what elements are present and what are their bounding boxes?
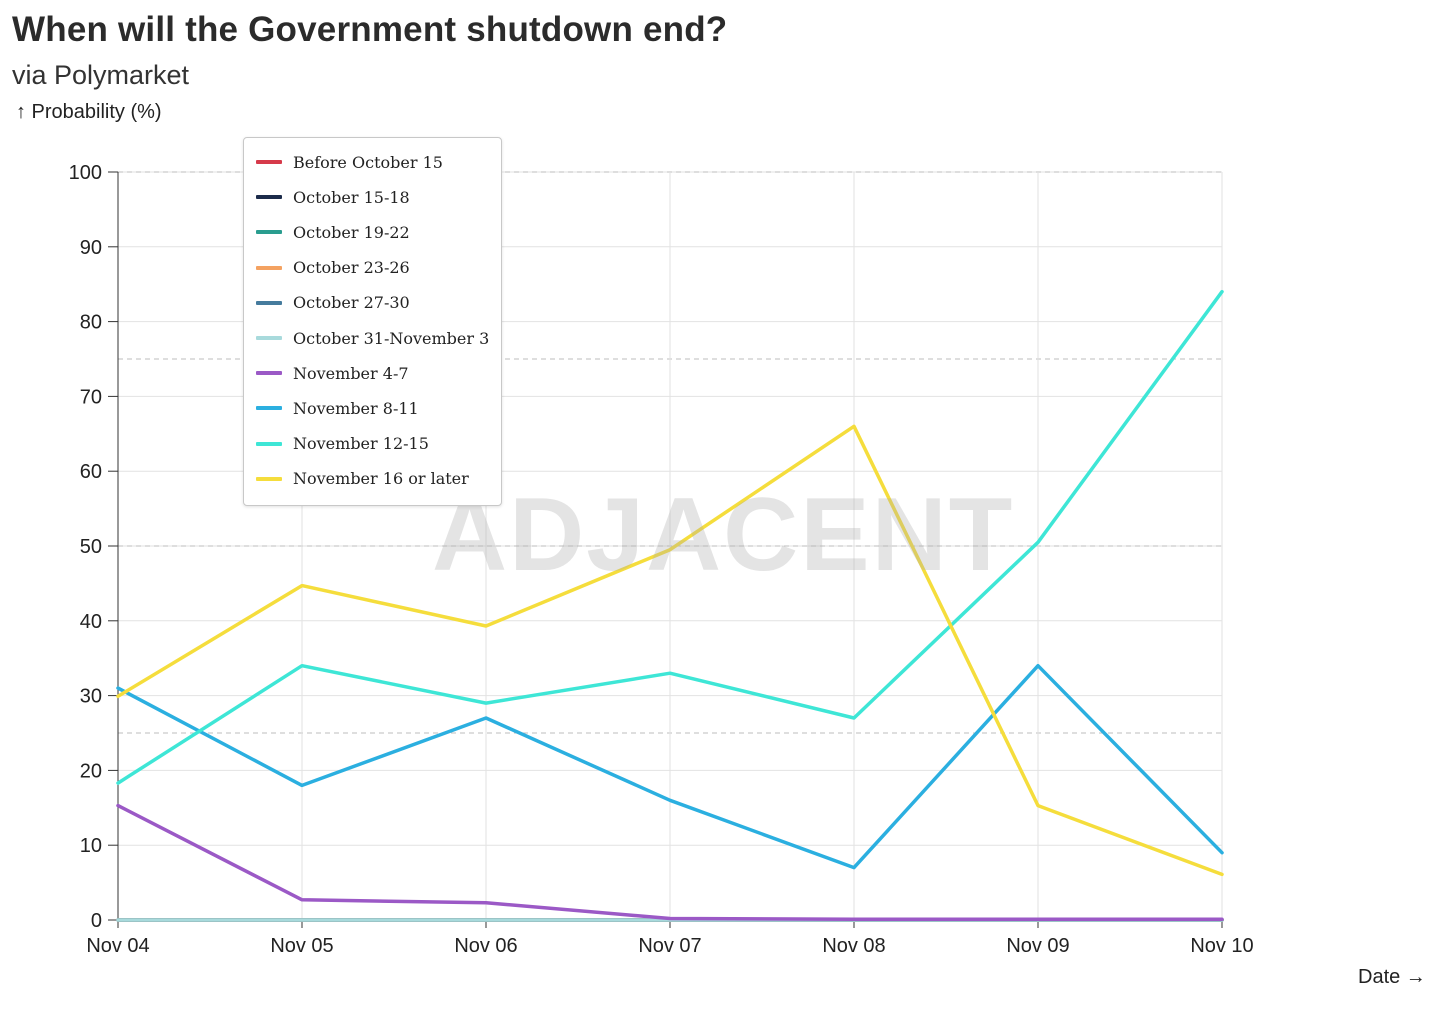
- series-line-november-8-11: [116, 663, 1224, 870]
- x-tick-label: Nov 05: [270, 935, 333, 957]
- series-line-november-16-or-later: [116, 424, 1224, 877]
- y-tick-label: 30: [80, 686, 102, 708]
- legend-label: November 16 or later: [293, 469, 469, 489]
- series-line-november-12-15: [116, 289, 1224, 785]
- y-tick-label: 80: [80, 312, 102, 334]
- y-axis-label: ↑ Probability (%): [16, 101, 162, 123]
- y-tick-label: 50: [80, 536, 102, 558]
- chart-subtitle: via Polymarket: [12, 60, 190, 90]
- chart-title: When will the Government shutdown end?: [12, 10, 728, 49]
- legend-swatch: [256, 230, 282, 235]
- legend-item: Before October 15: [256, 150, 443, 174]
- x-tick-label: Nov 10: [1190, 935, 1253, 957]
- legend-item: October 27-30: [256, 291, 410, 315]
- legend-label: October 31-November 3: [293, 328, 490, 348]
- x-axis-label: Date →: [1358, 966, 1426, 988]
- x-tick-label: Nov 08: [822, 935, 885, 957]
- y-tick-label: 0: [91, 910, 102, 932]
- legend-label: November 12-15: [293, 434, 429, 454]
- legend-swatch: [256, 441, 282, 446]
- legend-label: November 4-7: [293, 363, 409, 383]
- legend-item: November 16 or later: [256, 467, 469, 491]
- legend-label: November 8-11: [293, 398, 419, 418]
- legend-item: November 12-15: [256, 432, 429, 456]
- legend-item: October 23-26: [256, 256, 410, 280]
- x-tick-label: Nov 07: [638, 935, 701, 957]
- legend-item: November 8-11: [256, 396, 419, 420]
- legend-swatch: [256, 406, 282, 411]
- legend-swatch: [256, 336, 282, 340]
- y-tick-label: 90: [80, 237, 102, 259]
- legend-label: Before October 15: [293, 152, 443, 172]
- legend-label: October 19-22: [293, 222, 410, 242]
- y-tick-label: 40: [80, 611, 102, 633]
- x-tick-label: Nov 09: [1006, 935, 1069, 957]
- chart-legend: Before October 15 October 15-18 October 19…: [243, 137, 502, 506]
- legend-swatch: [256, 476, 282, 481]
- legend-swatch: [256, 160, 282, 164]
- legend-label: October 23-26: [293, 258, 410, 278]
- legend-item: October 19-22: [256, 220, 410, 244]
- y-tick-label: 60: [80, 461, 102, 483]
- legend-item: October 15-18: [256, 185, 410, 209]
- legend-swatch: [256, 371, 282, 376]
- x-tick-label: Nov 06: [454, 935, 517, 957]
- y-tick-label: 70: [80, 386, 102, 408]
- y-tick-label: 100: [69, 162, 102, 184]
- watermark: ADJACENT: [432, 477, 1015, 593]
- legend-label: October 27-30: [293, 293, 410, 313]
- y-tick-label: 10: [80, 835, 102, 857]
- legend-swatch: [256, 265, 282, 270]
- legend-label: October 15-18: [293, 187, 410, 207]
- x-tick-label: Nov 04: [86, 935, 149, 957]
- series-line-november-4-7: [116, 803, 1224, 922]
- legend-item: October 31-November 3: [256, 326, 489, 350]
- legend-swatch: [256, 300, 282, 305]
- legend-item: November 4-7: [256, 361, 409, 385]
- legend-swatch: [256, 195, 282, 200]
- y-tick-label: 20: [80, 760, 102, 782]
